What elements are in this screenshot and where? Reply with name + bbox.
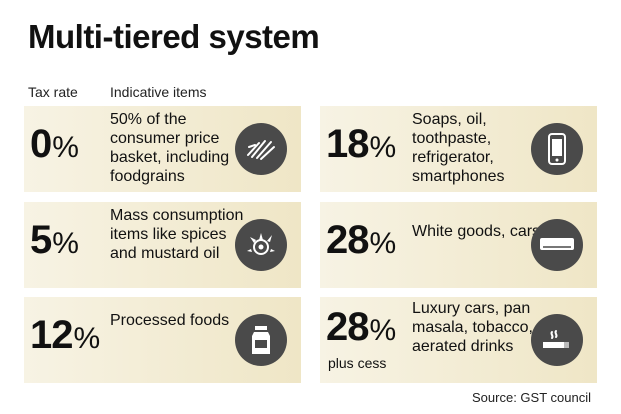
page-title: Multi-tiered system (28, 18, 320, 55)
card-28-percent-plus-cess: 28% plus cess Luxury cars, pan masala, t… (320, 297, 597, 383)
card-28-percent: 28% White goods, cars (320, 202, 597, 288)
items-text: White goods, cars (412, 223, 541, 240)
rate-value: 12% (30, 313, 100, 357)
items-text: Processed foods (110, 312, 230, 329)
tax-rate-header: Tax rate (28, 84, 78, 100)
cigarette-icon (531, 314, 583, 366)
plus-cess-label: plus cess (328, 355, 387, 371)
spices-icon (235, 219, 287, 271)
rate-value: 28% (326, 218, 396, 262)
air-conditioner-icon (531, 219, 583, 271)
items-text: Mass consumption items like spices and m… (110, 207, 244, 262)
card-5-percent: 5% Mass consumption items like spices an… (24, 202, 301, 288)
rate-value: 5% (30, 218, 79, 262)
card-12-percent: 12% Processed foods (24, 297, 301, 383)
items-text: Luxury cars, pan masala, tobacco, aerate… (412, 300, 533, 355)
items-text: 50% of the consumer price basket, includ… (110, 111, 230, 185)
grain-icon (235, 123, 287, 175)
indicative-items-header: Indicative items (110, 84, 207, 100)
items-text: Soaps, oil, toothpaste, refrigerator, sm… (412, 111, 505, 185)
rate-value: 18% (326, 122, 396, 166)
milk-carton-icon (235, 314, 287, 366)
rate-value: 28% (326, 305, 396, 349)
card-18-percent: 18% Soaps, oil, toothpaste, refrigerator… (320, 106, 597, 192)
smartphone-icon (531, 123, 583, 175)
rate-value: 0% (30, 122, 79, 166)
card-0-percent: 0% 50% of the consumer price basket, inc… (24, 106, 301, 192)
source-note: Source: GST council (472, 390, 591, 405)
